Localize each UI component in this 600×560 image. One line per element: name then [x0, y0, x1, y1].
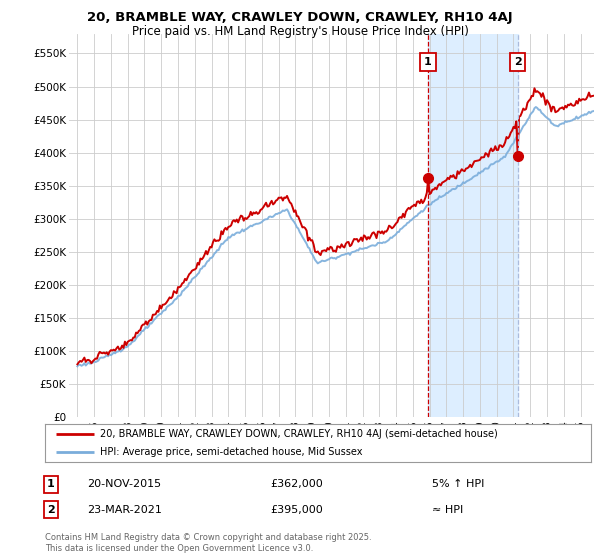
Text: Contains HM Land Registry data © Crown copyright and database right 2025.
This d: Contains HM Land Registry data © Crown c…: [45, 533, 371, 553]
Text: HPI: Average price, semi-detached house, Mid Sussex: HPI: Average price, semi-detached house,…: [100, 447, 362, 457]
Text: 1: 1: [47, 479, 55, 489]
Bar: [428, 34, 518, 417]
Text: 2: 2: [47, 505, 55, 515]
Text: 20, BRAMBLE WAY, CRAWLEY DOWN, CRAWLEY, RH10 4AJ (semi-detached house): 20, BRAMBLE WAY, CRAWLEY DOWN, CRAWLEY, …: [100, 429, 497, 439]
Text: 20-NOV-2015: 20-NOV-2015: [87, 479, 161, 489]
Text: 5% ↑ HPI: 5% ↑ HPI: [432, 479, 484, 489]
Text: 1: 1: [424, 57, 432, 67]
Text: Price paid vs. HM Land Registry's House Price Index (HPI): Price paid vs. HM Land Registry's House …: [131, 25, 469, 38]
Text: 2: 2: [514, 57, 521, 67]
Text: ≈ HPI: ≈ HPI: [432, 505, 463, 515]
Text: 23-MAR-2021: 23-MAR-2021: [87, 505, 162, 515]
Text: £362,000: £362,000: [270, 479, 323, 489]
Text: £395,000: £395,000: [270, 505, 323, 515]
Text: 20, BRAMBLE WAY, CRAWLEY DOWN, CRAWLEY, RH10 4AJ: 20, BRAMBLE WAY, CRAWLEY DOWN, CRAWLEY, …: [87, 11, 513, 24]
